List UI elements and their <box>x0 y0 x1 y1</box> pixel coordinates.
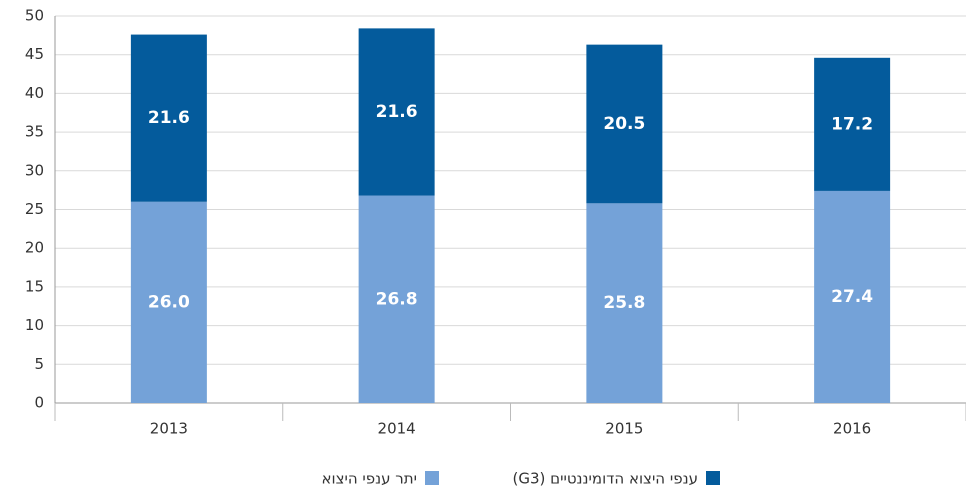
value-label: 26.8 <box>376 289 418 309</box>
bar-segment <box>814 190 891 403</box>
value-label: 21.6 <box>376 102 418 122</box>
value-label: 17.2 <box>831 114 873 134</box>
bar-segment <box>814 57 891 191</box>
x-tick-label: 2014 <box>378 420 416 438</box>
value-label: 26.0 <box>148 292 190 312</box>
value-label: 20.5 <box>603 114 645 134</box>
x-tick-label: 2016 <box>833 420 871 438</box>
legend-swatch <box>425 471 439 485</box>
y-tick-label: 5 <box>34 355 44 373</box>
y-tick-label: 35 <box>25 123 44 141</box>
legend-label: ענפי היצוא הדומיננטיים (G3) <box>513 470 699 488</box>
y-tick-label: 15 <box>25 277 44 295</box>
value-label: 25.8 <box>603 293 645 313</box>
bar-segment <box>130 34 207 202</box>
y-tick-label: 30 <box>25 161 44 179</box>
y-tick-label: 50 <box>25 7 44 25</box>
y-tick-label: 40 <box>25 84 44 102</box>
legend-label: יתר ענפי היצוא <box>321 470 417 488</box>
x-tick-label: 2013 <box>150 420 188 438</box>
bar-segment <box>586 44 663 204</box>
y-tick-label: 25 <box>25 200 44 218</box>
y-tick-label: 20 <box>25 239 44 257</box>
legend-swatch <box>706 471 720 485</box>
y-tick-label: 0 <box>34 394 44 412</box>
value-label: 21.6 <box>148 108 190 128</box>
bar-segment <box>358 28 435 196</box>
y-tick-label: 10 <box>25 316 44 334</box>
y-tick-label: 45 <box>25 45 44 63</box>
value-label: 27.4 <box>831 287 873 307</box>
bar-segment <box>358 195 435 403</box>
bar-segment <box>130 201 207 403</box>
x-tick-label: 2015 <box>605 420 643 438</box>
bar-segment <box>586 203 663 403</box>
